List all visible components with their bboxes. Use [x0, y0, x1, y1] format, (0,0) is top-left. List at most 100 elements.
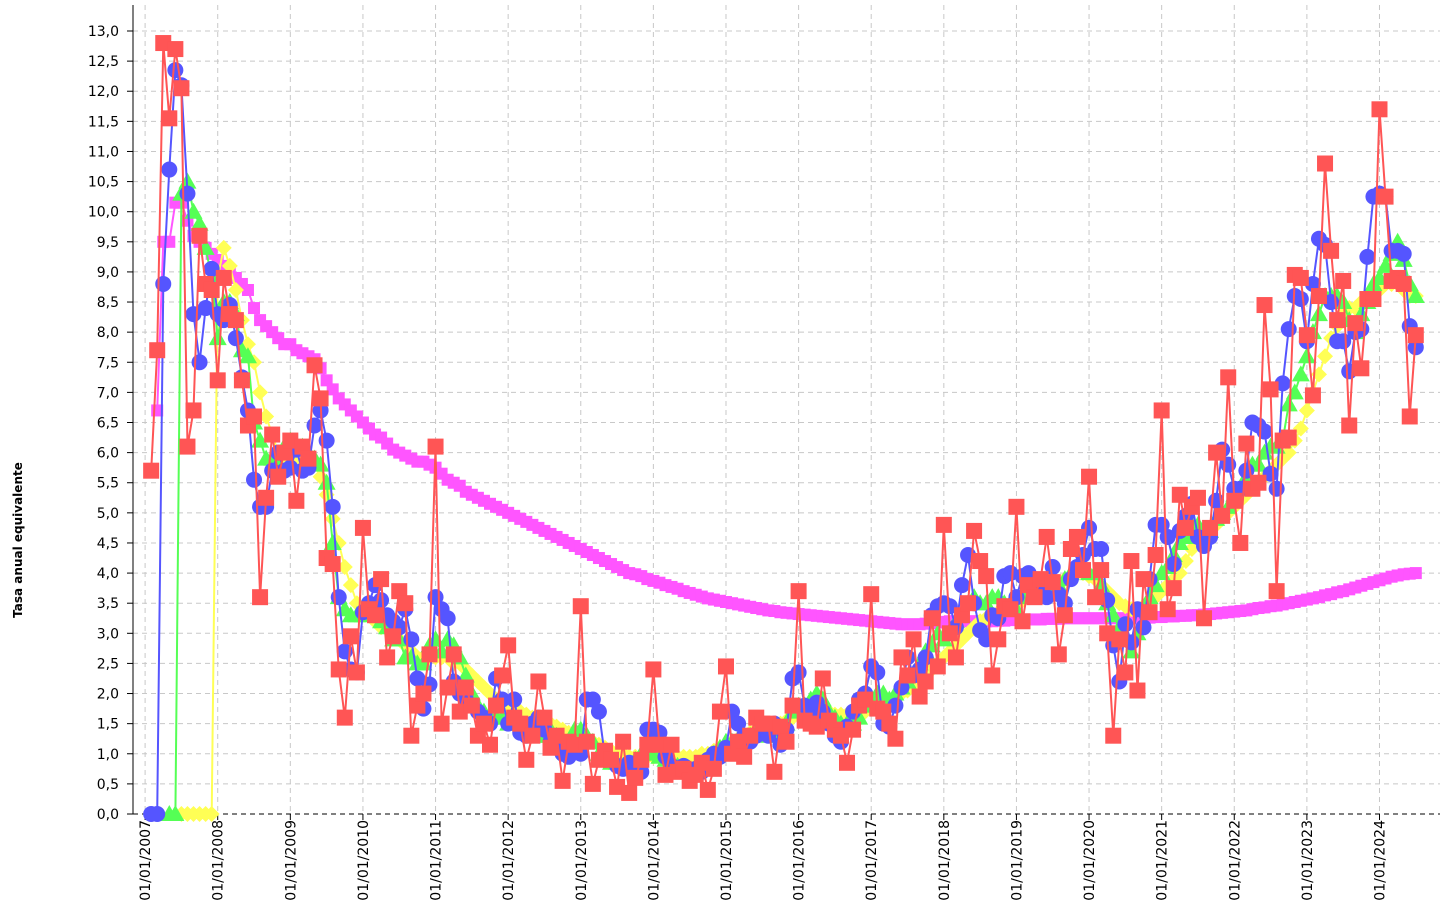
point [724, 745, 741, 762]
point [1093, 562, 1110, 579]
point [603, 751, 620, 768]
point [1068, 528, 1085, 545]
y-tick-label: 4,5 [97, 536, 119, 552]
point [554, 772, 571, 789]
point [566, 736, 583, 753]
point [166, 805, 185, 821]
x-tick-label: 01/01/2016 [792, 820, 808, 901]
point [149, 806, 166, 822]
point [899, 667, 916, 684]
point [717, 658, 734, 675]
point [197, 300, 214, 317]
point [409, 697, 426, 714]
point [1359, 248, 1376, 265]
point [542, 739, 559, 756]
y-tick-label: 11,0 [88, 144, 119, 160]
point [1177, 519, 1194, 536]
point [233, 372, 250, 389]
y-tick-label: 12,0 [88, 84, 119, 100]
point [1292, 291, 1309, 308]
point [379, 649, 396, 666]
point [439, 679, 456, 696]
point [814, 670, 831, 687]
x-tick-label: 01/01/2010 [356, 820, 372, 901]
point [1008, 498, 1025, 515]
point [1189, 489, 1206, 506]
point [772, 718, 789, 735]
point [887, 697, 904, 714]
point [621, 784, 638, 801]
point [508, 509, 521, 522]
point [1365, 291, 1382, 308]
point [1123, 553, 1140, 570]
point [1074, 562, 1091, 579]
y-tick-label: 6,0 [97, 446, 119, 462]
point [1135, 571, 1152, 588]
point [760, 715, 777, 732]
point [1153, 402, 1170, 419]
point [227, 330, 244, 347]
x-tick-label: 01/01/2023 [1300, 820, 1316, 901]
point [627, 769, 644, 786]
point [427, 438, 444, 455]
point [863, 586, 880, 603]
point [403, 727, 420, 744]
point [881, 715, 898, 732]
point [149, 342, 166, 359]
point [711, 703, 728, 720]
point [730, 715, 747, 732]
series-line [150, 42, 1417, 794]
point [409, 670, 426, 687]
point [1038, 528, 1055, 545]
point [488, 697, 505, 714]
y-tick-label: 1,5 [97, 717, 119, 733]
y-tick-label: 3,5 [97, 596, 119, 612]
y-tick-label: 8,0 [97, 325, 119, 341]
point [1038, 589, 1055, 606]
point [1329, 312, 1346, 329]
point [203, 281, 220, 298]
point [1165, 556, 1182, 573]
point [978, 568, 995, 585]
point [445, 646, 462, 663]
point [736, 748, 753, 765]
point [191, 354, 208, 371]
y-tick-label: 10,0 [88, 205, 119, 221]
point [221, 257, 238, 274]
point [252, 589, 269, 606]
x-tick-label: 01/01/2021 [1155, 820, 1171, 901]
point [1002, 601, 1019, 618]
point [1171, 486, 1188, 503]
point [893, 679, 910, 696]
point [258, 408, 275, 425]
y-tick-label: 9,0 [97, 265, 119, 281]
point [506, 691, 523, 708]
point [935, 516, 952, 533]
point [167, 41, 184, 58]
point [941, 598, 958, 615]
point [1159, 601, 1176, 618]
point [960, 595, 977, 612]
y-tick-label: 11,5 [88, 114, 119, 130]
point [917, 649, 934, 666]
x-tick-label: 01/01/2018 [937, 820, 953, 901]
point [391, 583, 408, 600]
point [1117, 616, 1134, 633]
point [463, 697, 480, 714]
y-tick-label: 1,0 [97, 747, 119, 763]
point [248, 302, 261, 315]
point [306, 357, 323, 374]
point [306, 417, 323, 434]
point [663, 736, 680, 753]
point [615, 733, 632, 750]
point [875, 703, 892, 720]
point [1274, 375, 1291, 392]
point [742, 727, 759, 744]
y-tick-label: 6,5 [97, 416, 119, 432]
point [1262, 381, 1279, 398]
point [270, 468, 287, 485]
point [778, 733, 795, 750]
point [972, 553, 989, 570]
point [342, 628, 359, 645]
point [911, 688, 928, 705]
